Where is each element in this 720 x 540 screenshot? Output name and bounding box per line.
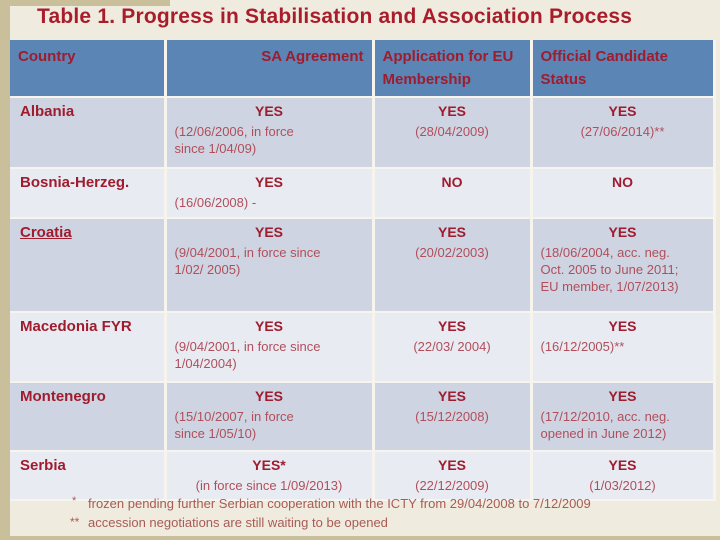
country-cell: Macedonia FYR [10, 312, 167, 383]
sa-agreement-cell: YES (16/06/2008) - [165, 168, 375, 219]
country-name: Montenegro [20, 388, 106, 405]
sa-agreement-cell: YES (9/04/2001, in force since 1/04/2004) [165, 312, 375, 383]
cell-value: YES* [252, 457, 286, 473]
footnote-item: ** accession negotiations are still wait… [58, 513, 708, 532]
col-header-eu-application: Application for EU Membership [373, 40, 533, 98]
table-row: Croatia YES (9/04/2001, in force since 1/0… [10, 218, 716, 313]
country-name: Macedonia FYR [20, 318, 132, 335]
cell-detail: (9/04/2001, in force since 1/02/ 2005) [174, 245, 321, 277]
footnote-text: accession negotiations are still waiting… [88, 515, 388, 530]
country-name: Serbia [20, 457, 66, 474]
candidate-status-cell: YES (18/06/2004, acc. neg. Oct. 2005 to J… [531, 218, 716, 313]
table-body: Albania YES (12/06/2006, in force since 1/… [10, 97, 716, 501]
eu-application-cell: YES (22/03/ 2004) [373, 312, 533, 383]
sa-agreement-cell: YES (12/06/2006, in force since 1/04/09) [165, 97, 375, 169]
table-row: Albania YES (12/06/2006, in force since 1/… [10, 97, 716, 169]
eu-application-cell: NO [373, 168, 533, 219]
sa-agreement-cell: YES (9/04/2001, in force since 1/02/ 2005… [165, 218, 375, 313]
cell-detail: (17/12/2010, acc. neg. opened in June 20… [540, 409, 670, 441]
cell-value: YES [437, 103, 466, 119]
cell-value: YES [608, 388, 637, 404]
cell-detail: (12/06/2006, in force since 1/04/09) [174, 124, 294, 156]
progress-table: Country SA Agreement Application for EU … [10, 40, 716, 501]
country-cell: Montenegro [10, 382, 167, 452]
footnote-text: frozen pending further Serbian cooperati… [88, 496, 591, 511]
cell-value: YES [437, 457, 466, 473]
candidate-status-cell: YES (1/03/2012) [531, 451, 716, 501]
cell-detail: (20/02/2003) [415, 245, 489, 260]
cell-value: YES [254, 224, 283, 240]
cell-detail: (in force since 1/09/2013) [195, 478, 343, 493]
footnote-marker: ** [70, 515, 80, 529]
cell-value: YES [608, 457, 637, 473]
eu-application-cell: YES (15/12/2008) [373, 382, 533, 452]
cell-value: YES [608, 103, 637, 119]
col-header-candidate-status: Official Candidate Status [531, 40, 716, 98]
eu-application-cell: YES (22/12/2009) [373, 451, 533, 501]
cell-detail: (16/12/2005)** [540, 339, 625, 354]
table-row: Serbia YES* (in force since 1/09/2013) YES (… [10, 451, 716, 501]
country-cell: Serbia [10, 451, 167, 501]
country-cell: Albania [10, 97, 167, 169]
cell-value: NO [612, 174, 633, 190]
page-title: Table 1. Progress in Stabilisation and A… [37, 5, 633, 28]
table-row: Bosnia-Herzeg. YES (16/06/2008) - NO NO [10, 168, 716, 219]
cell-detail: (15/10/2007, in force since 1/05/10) [174, 409, 294, 441]
col-header-sa-agreement: SA Agreement [165, 40, 375, 98]
sa-agreement-cell: YES (15/10/2007, in force since 1/05/10) [165, 382, 375, 452]
cell-detail: (22/03/ 2004) [413, 339, 491, 354]
country-cell: Croatia [10, 218, 167, 313]
candidate-status-cell: YES (16/12/2005)** [531, 312, 716, 383]
cell-value: YES [608, 224, 637, 240]
cell-value: YES [254, 174, 283, 190]
cell-value: YES [437, 224, 466, 240]
bottom-frame-bar [0, 536, 720, 540]
footnote-item: * frozen pending further Serbian coopera… [58, 494, 708, 513]
table-header: Country SA Agreement Application for EU … [10, 40, 716, 98]
candidate-status-cell: YES (27/06/2014)** [531, 97, 716, 169]
cell-detail: (22/12/2009) [415, 478, 489, 493]
cell-detail: (9/04/2001, in force since 1/04/2004) [174, 339, 321, 371]
cell-value: YES [437, 318, 466, 334]
country-name: Bosnia-Herzeg. [20, 174, 130, 191]
eu-application-cell: YES (28/04/2009) [373, 97, 533, 169]
candidate-status-cell: NO [531, 168, 716, 219]
table-row: Montenegro YES (15/10/2007, in force since… [10, 382, 716, 452]
cell-value: YES [608, 318, 637, 334]
cell-value: YES [437, 388, 466, 404]
cell-detail: (18/06/2004, acc. neg. Oct. 2005 to June… [540, 245, 679, 294]
cell-detail: (15/12/2008) [415, 409, 489, 424]
eu-application-cell: YES (20/02/2003) [373, 218, 533, 313]
footnote-marker: * [72, 495, 77, 507]
cell-detail: (1/03/2012) [589, 478, 656, 493]
cell-detail: (16/06/2008) - [174, 195, 257, 210]
sa-agreement-cell: YES* (in force since 1/09/2013) [165, 451, 375, 501]
cell-value: YES [254, 388, 283, 404]
cell-detail: (28/04/2009) [415, 124, 489, 139]
country-cell: Bosnia-Herzeg. [10, 168, 167, 219]
cell-value: NO [441, 174, 463, 190]
country-name: Albania [20, 103, 75, 120]
col-header-country: Country [10, 40, 167, 98]
table-row: Macedonia FYR YES (9/04/2001, in force sin… [10, 312, 716, 383]
country-name: Croatia [20, 224, 72, 241]
candidate-status-cell: YES (17/12/2010, acc. neg. opened in June… [531, 382, 716, 452]
top-frame-bar [0, 0, 170, 6]
left-frame-bar [0, 0, 10, 540]
cell-value: YES [254, 318, 283, 334]
cell-value: YES [254, 103, 283, 119]
cell-detail: (27/06/2014)** [580, 124, 665, 139]
footnotes: * frozen pending further Serbian coopera… [58, 494, 708, 532]
